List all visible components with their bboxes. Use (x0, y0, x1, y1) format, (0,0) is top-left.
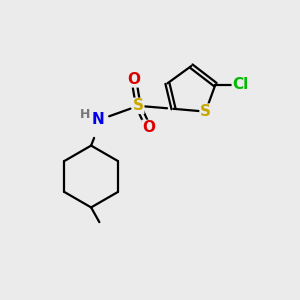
Text: O: O (127, 72, 140, 87)
Text: S: S (133, 98, 144, 113)
Text: S: S (200, 104, 211, 119)
Text: O: O (142, 120, 155, 135)
Text: H: H (80, 108, 90, 121)
Text: Cl: Cl (232, 77, 248, 92)
Text: N: N (92, 112, 105, 127)
